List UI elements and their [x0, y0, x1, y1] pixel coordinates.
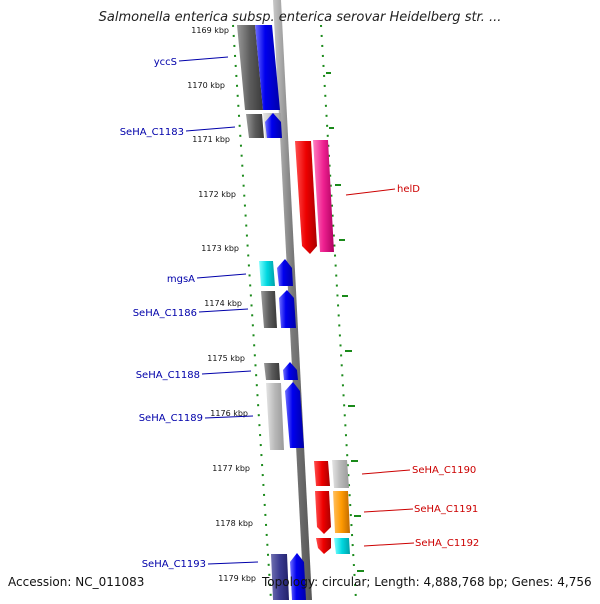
gene-label[interactable]: SeHA_C1191: [414, 504, 478, 515]
tick-label: 1169 kbp: [191, 26, 229, 35]
tick-label: 1173 kbp: [201, 244, 239, 253]
tick-rail-right: [320, 24, 357, 601]
left-connectors: [178, 56, 259, 565]
kbp-ticks: 1169 kbp 1170 kbp 1171 kbp 1172 kbp 1173…: [187, 26, 256, 583]
tick-label: 1170 kbp: [187, 81, 225, 90]
gene-SeHA_C1193[interactable]: [271, 553, 306, 600]
gene-label[interactable]: SeHA_C1188: [136, 370, 200, 381]
gene-helD[interactable]: [295, 140, 334, 254]
tick-label: 1179 kbp: [218, 574, 256, 583]
map-title: Salmonella enterica subsp. enterica sero…: [98, 10, 502, 25]
gene-label[interactable]: SeHA_C1186: [133, 308, 197, 319]
left-labels: yccS SeHA_C1183 mgsA SeHA_C1186 SeHA_C11…: [120, 57, 206, 570]
tick-label: 1174 kbp: [204, 299, 242, 308]
gene-label[interactable]: yccS: [154, 57, 177, 68]
gene-label[interactable]: SeHA_C1183: [120, 127, 184, 138]
gene-yccS[interactable]: [237, 25, 280, 110]
tick-rail-left: [232, 24, 272, 601]
gene-label[interactable]: helD: [397, 184, 420, 195]
gene-label[interactable]: SeHA_C1190: [412, 465, 476, 476]
gene-SeHA_C1188[interactable]: [264, 362, 298, 380]
tick-label: 1175 kbp: [207, 354, 245, 363]
tick-label: 1177 kbp: [212, 464, 250, 473]
tick-label: 1176 kbp: [210, 409, 248, 418]
gene-SeHA_C1183[interactable]: [246, 113, 282, 138]
right-labels: helD SeHA_C1190 SeHA_C1191 SeHA_C1192: [397, 184, 479, 549]
gene-SeHA_C1189[interactable]: [266, 382, 304, 450]
topology-label: Topology: circular; Length: 4,888,768 bp…: [262, 575, 592, 589]
accession-label: Accession: NC_011083: [8, 575, 145, 589]
right-connectors: [345, 188, 415, 547]
tick-label: 1171 kbp: [192, 135, 230, 144]
gene-mgsA[interactable]: [259, 259, 293, 286]
gene-SeHA_C1190[interactable]: [314, 460, 349, 488]
gene-label[interactable]: SeHA_C1193: [142, 559, 206, 570]
gene-label[interactable]: SeHA_C1189: [139, 413, 203, 424]
right-rail-marks: [326, 72, 364, 572]
gene-SeHA_C1192[interactable]: [316, 538, 350, 554]
tick-label: 1172 kbp: [198, 190, 236, 199]
gene-SeHA_C1186[interactable]: [261, 290, 296, 328]
gene-SeHA_C1191[interactable]: [315, 491, 350, 534]
gene-label[interactable]: SeHA_C1192: [415, 538, 479, 549]
gene-label[interactable]: mgsA: [167, 274, 195, 285]
tick-label: 1178 kbp: [215, 519, 253, 528]
